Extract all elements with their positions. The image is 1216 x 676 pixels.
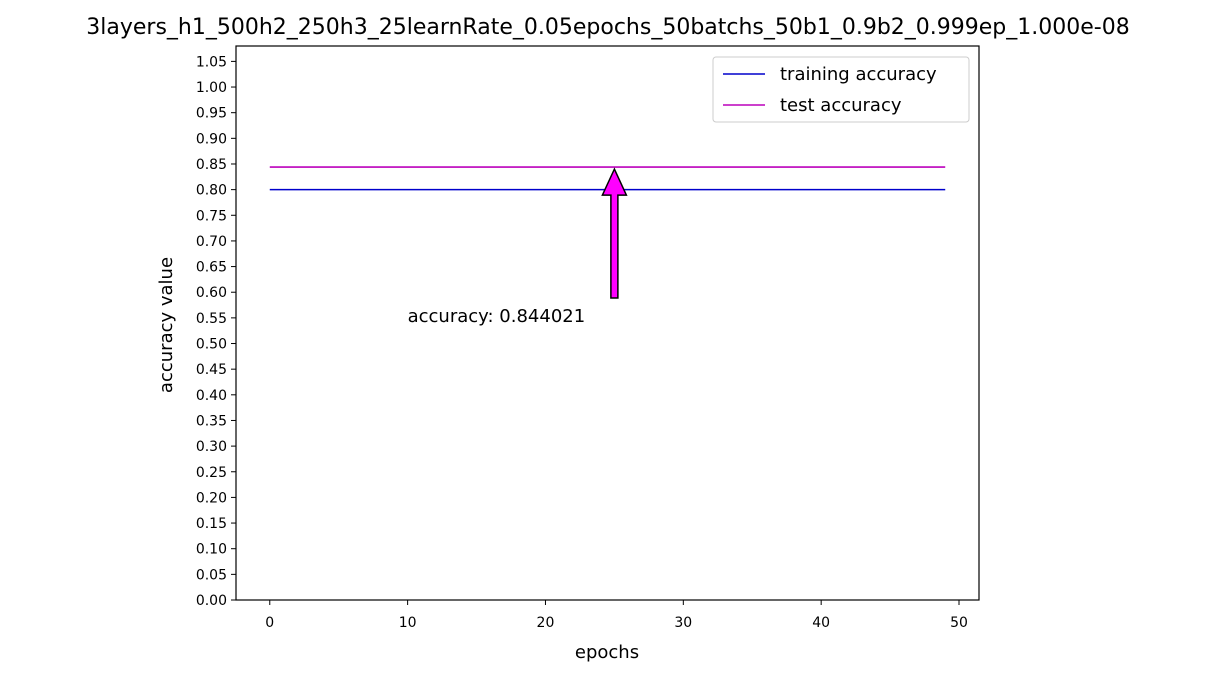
y-tick-label: 0.55 — [196, 311, 227, 327]
y-tick-label: 0.20 — [196, 490, 227, 506]
x-tick-label: 0 — [265, 615, 274, 631]
y-axis-label: accuracy value — [156, 257, 177, 393]
x-axis: 0 10 20 30 40 50 — [265, 600, 968, 631]
legend-label-training-accuracy: training accuracy — [780, 64, 937, 85]
annotation-layer: accuracy: 0.844021 — [408, 167, 628, 327]
y-tick-label: 0.80 — [196, 183, 227, 199]
x-tick-label: 10 — [399, 615, 417, 631]
y-tick-label: 0.65 — [196, 260, 227, 276]
x-tick-label: 40 — [812, 615, 830, 631]
legend-box — [712, 56, 970, 123]
y-tick-label: 0.00 — [196, 593, 227, 609]
x-tick-label: 30 — [674, 615, 692, 631]
y-tick-label: 0.85 — [196, 157, 227, 173]
y-tick-label: 0.70 — [196, 234, 227, 250]
plot-area — [235, 45, 980, 601]
y-tick-label: 0.05 — [196, 567, 227, 583]
chart-title: 3layers_h1_500h2_250h3_25learnRate_0.05e… — [86, 15, 1129, 40]
y-tick-label: 0.60 — [196, 285, 227, 301]
y-tick-label: 0.40 — [196, 388, 227, 404]
y-tick-label: 0.10 — [196, 542, 227, 558]
y-tick-label: 0.75 — [196, 208, 227, 224]
x-tick-label: 50 — [950, 615, 968, 631]
y-tick-label: 0.50 — [196, 337, 227, 353]
y-tick-label: 0.95 — [196, 106, 227, 122]
y-tick-label: 0.35 — [196, 413, 227, 429]
x-tick-label: 20 — [537, 615, 555, 631]
plot-frame — [235, 45, 980, 601]
y-tick-label: 1.00 — [196, 80, 227, 96]
y-tick-label: 0.25 — [196, 465, 227, 481]
y-tick-label: 0.15 — [196, 516, 227, 532]
y-tick-label: 0.30 — [196, 439, 227, 455]
annotation-text: accuracy: 0.844021 — [408, 306, 586, 327]
legend: training accuracy test accuracy — [712, 56, 970, 123]
y-tick-label: 0.90 — [196, 131, 227, 147]
legend-label-test-accuracy: test accuracy — [780, 95, 902, 116]
x-axis-label: epochs — [575, 642, 639, 663]
y-tick-label: 0.45 — [196, 362, 227, 378]
annotation-arrow — [601, 167, 628, 299]
y-tick-label: 1.05 — [196, 54, 227, 70]
y-axis: 0.00 0.05 0.10 0.15 0.20 0.25 0.30 0.35 0.40 0.45… — [196, 54, 236, 609]
